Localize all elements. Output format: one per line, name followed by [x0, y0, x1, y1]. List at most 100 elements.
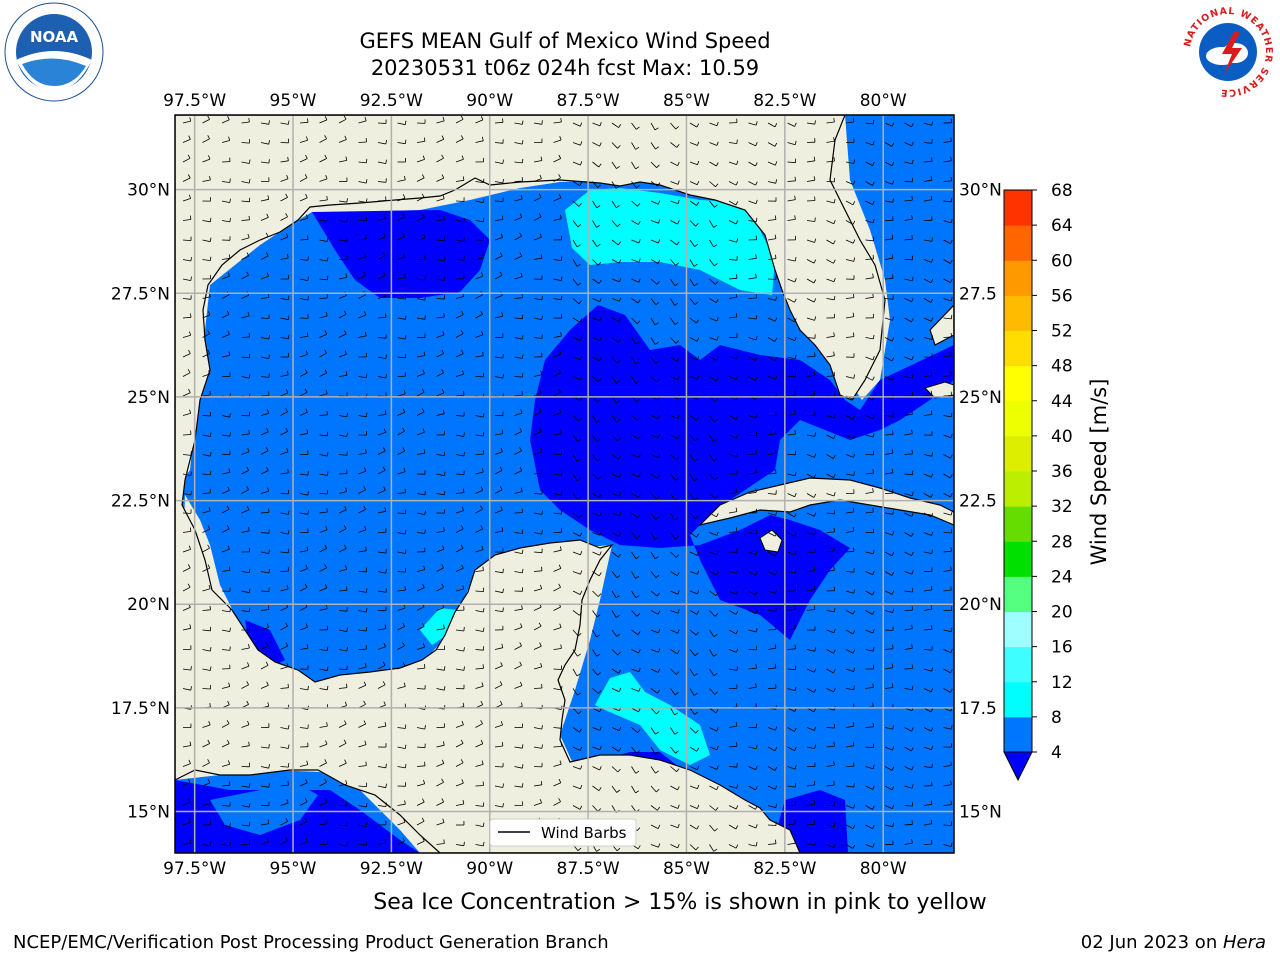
wind-barb-flag [579, 805, 583, 810]
wind-barb-flag [599, 316, 602, 321]
wind-barb-flag [285, 193, 288, 198]
wind-barb [436, 177, 444, 182]
wind-barb [319, 668, 328, 672]
wind-barb [787, 823, 796, 826]
wind-barb [221, 220, 230, 223]
wind-barb [280, 392, 289, 397]
colorbar-tick-label: 48 [1051, 357, 1073, 377]
wind-barb-flag [713, 244, 718, 248]
wind-barb-flag [403, 467, 406, 472]
wind-barb [358, 238, 367, 241]
wind-barb [572, 766, 581, 770]
wind-barb-flag [188, 545, 191, 550]
wind-barb [241, 376, 250, 379]
wind-barb [553, 412, 562, 416]
wind-barb [358, 470, 367, 475]
wind-barb [436, 454, 445, 456]
wind-barb-flag [364, 116, 367, 122]
wind-barb [748, 161, 756, 167]
wind-barb-flag [872, 610, 875, 615]
wind-barb [436, 567, 444, 572]
wind-barb-flag [637, 417, 641, 421]
wind-barb-flag [891, 571, 895, 576]
wind-barb-flag [207, 525, 211, 530]
wind-barb [514, 470, 522, 475]
wind-barb-flag [246, 252, 250, 257]
wind-barb-flag [755, 786, 758, 791]
wind-barb-flag [813, 298, 817, 303]
wind-barb [436, 413, 445, 416]
wind-barb [455, 743, 464, 748]
wind-barb-flag [249, 607, 251, 612]
wind-barb [884, 278, 894, 280]
wind-barb-flag [327, 237, 329, 242]
wind-barb [592, 551, 600, 556]
wind-barb-flag [461, 720, 464, 725]
wind-barb-flag [599, 336, 602, 341]
wind-barb-flag [735, 415, 739, 420]
wind-barb-flag [520, 272, 523, 277]
wind-barb [202, 492, 211, 494]
wind-barb-flag [267, 293, 270, 298]
wind-barb [260, 470, 269, 475]
wind-barb [260, 571, 269, 574]
wind-barb [533, 178, 542, 182]
wind-barb [241, 665, 250, 670]
wind-barb [904, 493, 913, 497]
wind-barb-flag [677, 590, 680, 595]
wind-barb [826, 140, 835, 143]
wind-barb [494, 590, 503, 594]
wind-barb [787, 142, 796, 146]
wind-barb-flag [249, 783, 251, 788]
wind-barb-flag [853, 159, 855, 164]
wind-barb-flag [248, 429, 250, 434]
wind-barb [826, 493, 835, 497]
wind-barb-flag [324, 116, 328, 121]
ocean-high-honduras [595, 672, 710, 765]
wind-barb [611, 142, 618, 149]
wind-barb-flag [697, 141, 700, 146]
wind-barb [592, 512, 601, 517]
wind-barb [865, 277, 874, 280]
wind-barb [475, 275, 484, 280]
wind-barb-flag [658, 219, 661, 224]
wind-barb [904, 218, 913, 221]
wind-barb [689, 454, 695, 462]
wind-barb [299, 782, 308, 787]
wind-barb-flag [209, 647, 212, 652]
wind-barb [455, 158, 464, 163]
wind-barb [806, 727, 815, 731]
wind-barb-flag [480, 739, 484, 744]
wind-barb [572, 181, 581, 186]
wind-barb [923, 161, 933, 163]
wind-barb-flag [931, 531, 934, 536]
wind-barb [553, 158, 561, 163]
wind-barb-flag [950, 278, 953, 283]
wind-barb-flag [265, 661, 269, 666]
wind-barb-flag [911, 820, 913, 825]
wind-barb [943, 765, 952, 767]
wind-barb [241, 785, 250, 788]
wind-barb-flag [814, 120, 816, 125]
wind-barb-flag [500, 662, 503, 667]
wind-barb-flag [421, 388, 425, 393]
wind-barb [280, 727, 289, 730]
wind-barb-flag [696, 747, 700, 752]
wind-barb-flag [794, 195, 796, 200]
wind-barb-flag [716, 765, 719, 770]
wind-barb [260, 532, 270, 534]
wind-barb [553, 512, 562, 515]
wind-barb-flag [577, 438, 582, 442]
wind-barb [338, 160, 347, 163]
wind-barb-flag [714, 691, 718, 695]
sea-ice-note: Sea Ice Concentration > 15% is shown in … [373, 890, 987, 915]
wind-barb-flag [422, 837, 425, 842]
wind-barb [553, 493, 562, 496]
wind-barb [299, 336, 308, 338]
wind-barb-flag [716, 317, 719, 322]
wind-barb [202, 510, 211, 514]
wind-barb [533, 411, 542, 416]
wind-barb-flag [267, 702, 270, 707]
colorbar-tick-label: 64 [1051, 216, 1073, 236]
wind-barb [455, 649, 464, 652]
